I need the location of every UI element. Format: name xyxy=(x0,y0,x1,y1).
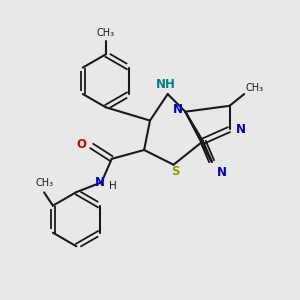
Text: CH₃: CH₃ xyxy=(35,178,53,188)
Text: N: N xyxy=(173,103,183,116)
Text: CH₃: CH₃ xyxy=(246,82,264,93)
Text: CH₃: CH₃ xyxy=(97,28,115,38)
Text: N: N xyxy=(217,166,227,179)
Text: N: N xyxy=(95,176,105,189)
Text: O: O xyxy=(77,138,87,151)
Text: H: H xyxy=(109,181,116,191)
Text: NH: NH xyxy=(156,77,176,91)
Text: N: N xyxy=(236,123,246,136)
Text: S: S xyxy=(171,165,179,178)
